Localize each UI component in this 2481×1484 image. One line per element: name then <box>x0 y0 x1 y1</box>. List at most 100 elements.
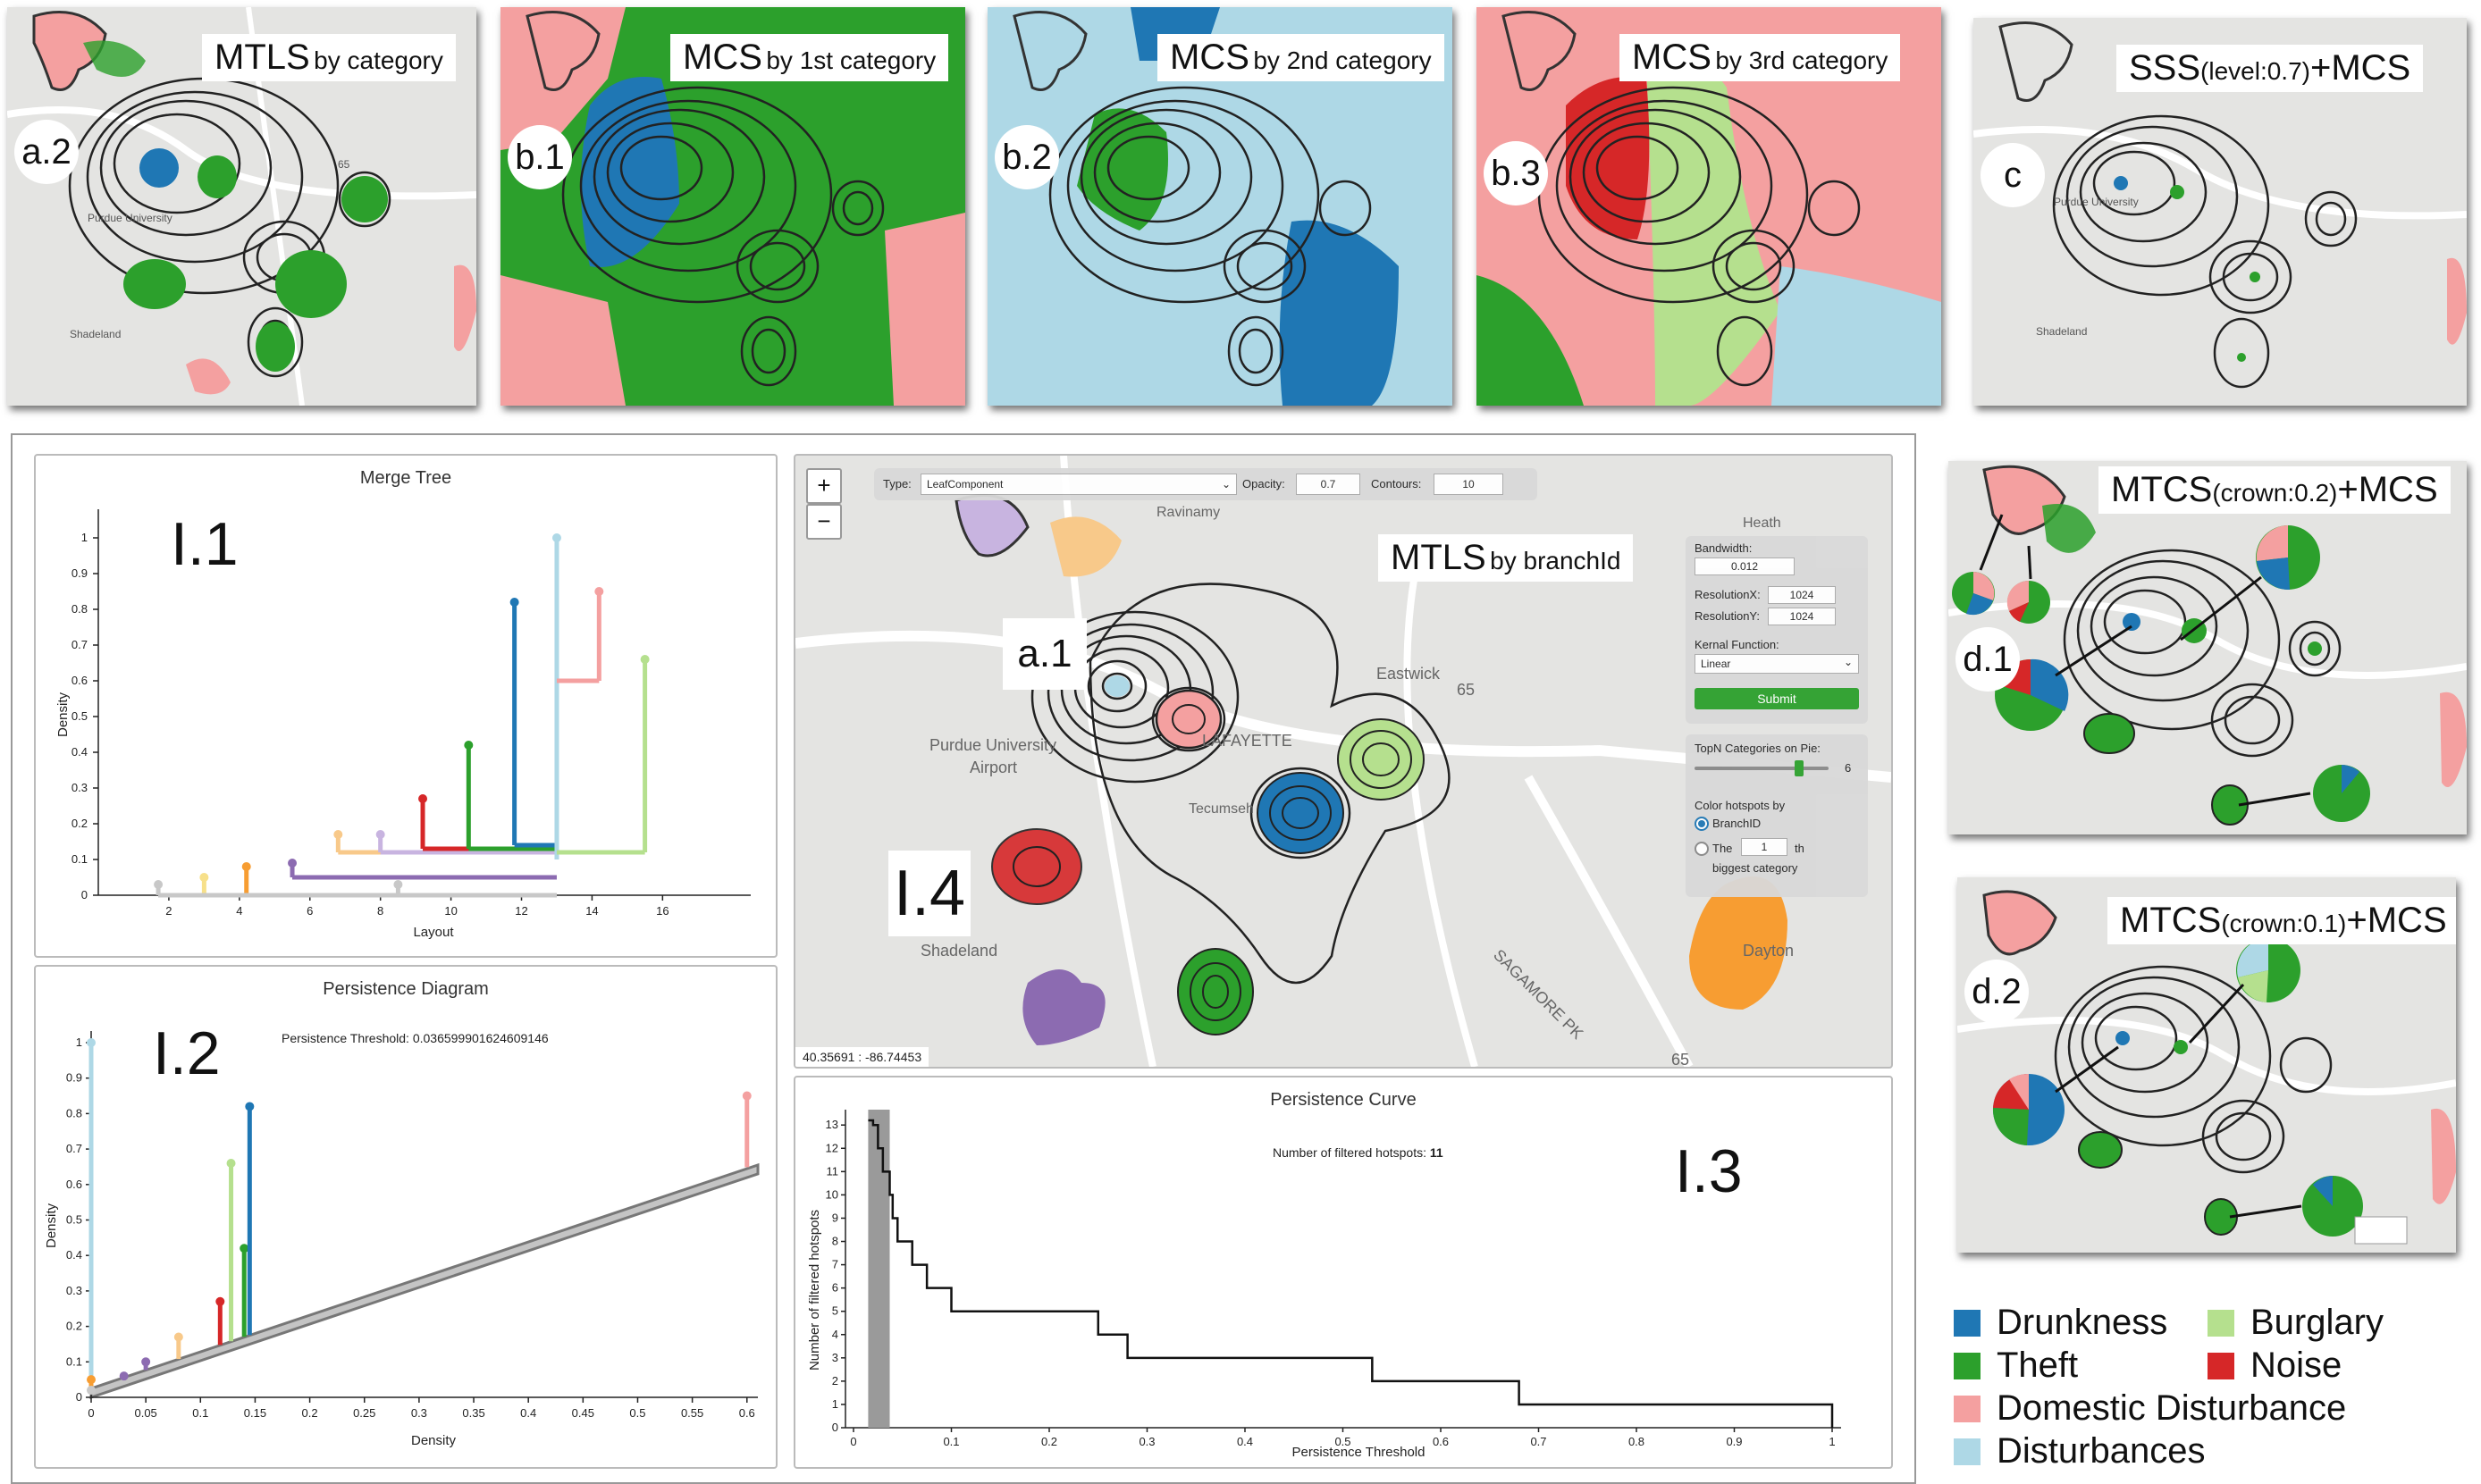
merge-tree-title: Merge Tree <box>359 468 452 488</box>
legend-burglary-label: Burglary <box>2250 1303 2384 1342</box>
map-b3-title: MCS by 3rd category <box>1619 34 1901 81</box>
radio-category[interactable] <box>1695 842 1709 856</box>
map-d1-pie-3 <box>2256 525 2320 591</box>
persistence-diagram-point <box>240 1244 249 1337</box>
main-map-label-heath: Heath <box>1743 516 1781 531</box>
persistence-curve-ylabel: Number of filtered hotspots <box>807 1210 822 1371</box>
map-b1[interactable]: MCS by 1st category b.1 <box>500 7 965 406</box>
merge-tree-ytick-label: 0.5 <box>71 709 88 723</box>
persistence-curve-ytick-label: 4 <box>832 1328 838 1341</box>
radio-branchid-label: BranchID <box>1712 817 1762 830</box>
main-map-panel[interactable]: Purdue University Airport Shadeland LAFA… <box>794 454 1893 1069</box>
persistence-diagram-point <box>119 1371 129 1381</box>
map-b2-title-main: MCS <box>1170 38 1249 77</box>
merge-tree-branch <box>288 859 557 880</box>
resx-input[interactable]: 1024 <box>1768 586 1836 604</box>
main-map-badge: a.1 <box>1003 618 1087 690</box>
persistence-curve-ytick-label: 13 <box>826 1118 838 1131</box>
persistence-diagram-ytick-label: 0.3 <box>66 1284 82 1297</box>
map-b2[interactable]: MCS by 2nd category b.2 <box>988 7 1452 406</box>
category-rank-input[interactable]: 1 <box>1741 838 1787 856</box>
radio-branchid[interactable] <box>1695 817 1709 831</box>
zoom-out-button[interactable]: − <box>806 504 842 540</box>
persistence-curve-ytick-label: 1 <box>832 1397 838 1411</box>
map-d2-canvas <box>1957 890 2456 1245</box>
persistence-curve-ytick-label: 12 <box>826 1141 838 1154</box>
merge-tree-xtick-label: 6 <box>307 904 313 918</box>
map-d2-arrows <box>2055 983 2302 1219</box>
persistence-diagram-xtick-label: 0.1 <box>192 1406 208 1420</box>
map-c[interactable]: Purdue University Shadeland SSS(level:0.… <box>1973 18 2467 406</box>
merge-tree-xtick-label: 10 <box>444 904 457 918</box>
type-select[interactable]: LeafComponent ⌄ <box>921 474 1237 495</box>
opacity-input[interactable]: 0.7 <box>1296 474 1360 495</box>
map-c-label-purdue: Purdue University <box>2054 196 2139 208</box>
map-b2-badge: b.2 <box>995 125 1059 189</box>
topn-slider-thumb[interactable] <box>1795 760 1804 776</box>
map-b1-canvas <box>500 7 965 406</box>
contours-input[interactable]: 10 <box>1434 474 1503 495</box>
legend-disturbances: Disturbances <box>1954 1431 2205 1471</box>
map-d2[interactable]: MTCS(crown:0.1)+MCS d.2 <box>1957 877 2456 1253</box>
resy-input[interactable]: 1024 <box>1768 608 1836 625</box>
map-b3-contours <box>1537 86 1861 387</box>
map-b3[interactable]: MCS by 3rd category b.3 <box>1476 7 1941 406</box>
map-a2-theft-hotspot-5 <box>256 322 295 372</box>
persistence-curve-count-value: 11 <box>1429 1145 1443 1160</box>
persistence-curve-ytick-label: 3 <box>832 1351 838 1364</box>
persistence-diagram-xtick-label: 0.4 <box>520 1406 536 1420</box>
map-d2-title-main: MTCS <box>2120 901 2222 940</box>
persistence-diagram-label: I.2 <box>147 1019 226 1088</box>
main-map-title-sub: by branchId <box>1490 547 1621 574</box>
chevron-down-icon: ⌄ <box>1843 656 1853 668</box>
legend-drunkness-label: Drunkness <box>1997 1303 2168 1342</box>
topn-value: 6 <box>1845 761 1852 775</box>
merge-tree-branch <box>418 794 557 851</box>
category-legend: Drunkness Burglary Theft Noise Domestic … <box>1948 1303 2476 1481</box>
topn-slider[interactable] <box>1695 760 1829 776</box>
zoom-in-button[interactable]: + <box>806 468 842 504</box>
topn-label: TopN Categories on Pie: <box>1695 742 1821 755</box>
kernel-select[interactable]: Linear ⌄ <box>1695 654 1859 674</box>
map-a2-title: MTLS by category <box>202 34 456 81</box>
persistence-curve-count-label: Number of filtered hotspots: <box>1273 1145 1426 1160</box>
persistence-curve-ytick-label: 6 <box>832 1281 838 1295</box>
merge-tree-ytick-label: 0.9 <box>71 566 88 580</box>
main-map-label-sagamore: SAGAMORE PK <box>1490 946 1586 1043</box>
radio-category-post: th <box>1795 842 1804 855</box>
map-d1[interactable]: MTCS(crown:0.2)+MCS d.1 <box>1948 461 2467 834</box>
merge-tree-xtick-label: 8 <box>377 904 383 918</box>
type-label: Type: <box>883 477 912 490</box>
submit-button[interactable]: Submit <box>1695 688 1859 709</box>
map-d2-badge: d.2 <box>1964 960 2029 1024</box>
persistence-diagram-xtick-label: 0.6 <box>739 1406 755 1420</box>
map-d1-contours <box>2063 549 2342 758</box>
resy-label: ResolutionY: <box>1695 609 1760 623</box>
persistence-diagram-title: Persistence Diagram <box>323 979 489 999</box>
persistence-curve-xtick-label: 0 <box>850 1435 856 1448</box>
main-map-theft-hotspot <box>1177 948 1254 1035</box>
map-d1-pie-2 <box>2006 580 2050 624</box>
kernel-label: Kernal Function: <box>1695 638 1779 651</box>
merge-tree-xtick-label: 2 <box>165 904 172 918</box>
persistence-diagram-panel: Persistence Diagram I.2 Persistence Thre… <box>34 965 778 1469</box>
persistence-diagram-ytick-label: 0.2 <box>66 1320 82 1333</box>
persistence-diagram-point <box>226 1158 236 1342</box>
main-map-label-65a: 65 <box>1457 681 1475 699</box>
main-map-purple-hotspot <box>1022 969 1106 1045</box>
bandwidth-input[interactable]: 0.012 <box>1695 558 1795 575</box>
kernel-select-value: Linear <box>1701 658 1731 670</box>
persistence-diagram-point <box>173 1332 183 1360</box>
bandwidth-label: Bandwidth: <box>1695 541 1753 555</box>
map-d1-pie-1 <box>1952 572 1995 616</box>
map-a2[interactable]: Purdue University Shadeland 65 MTLS by c… <box>7 7 476 406</box>
persistence-diagram-ylabel: Density <box>44 1203 59 1248</box>
persistence-curve-line <box>868 1119 1834 1428</box>
merge-tree-branch <box>509 598 557 848</box>
persistence-diagram-point <box>87 1386 96 1396</box>
persistence-diagram-xtick-label: 0 <box>88 1406 94 1420</box>
map-b3-title-main: MCS <box>1632 38 1711 77</box>
persistence-curve-xtick-label: 0.2 <box>1041 1435 1057 1448</box>
legend-burglary-swatch <box>2208 1310 2234 1337</box>
